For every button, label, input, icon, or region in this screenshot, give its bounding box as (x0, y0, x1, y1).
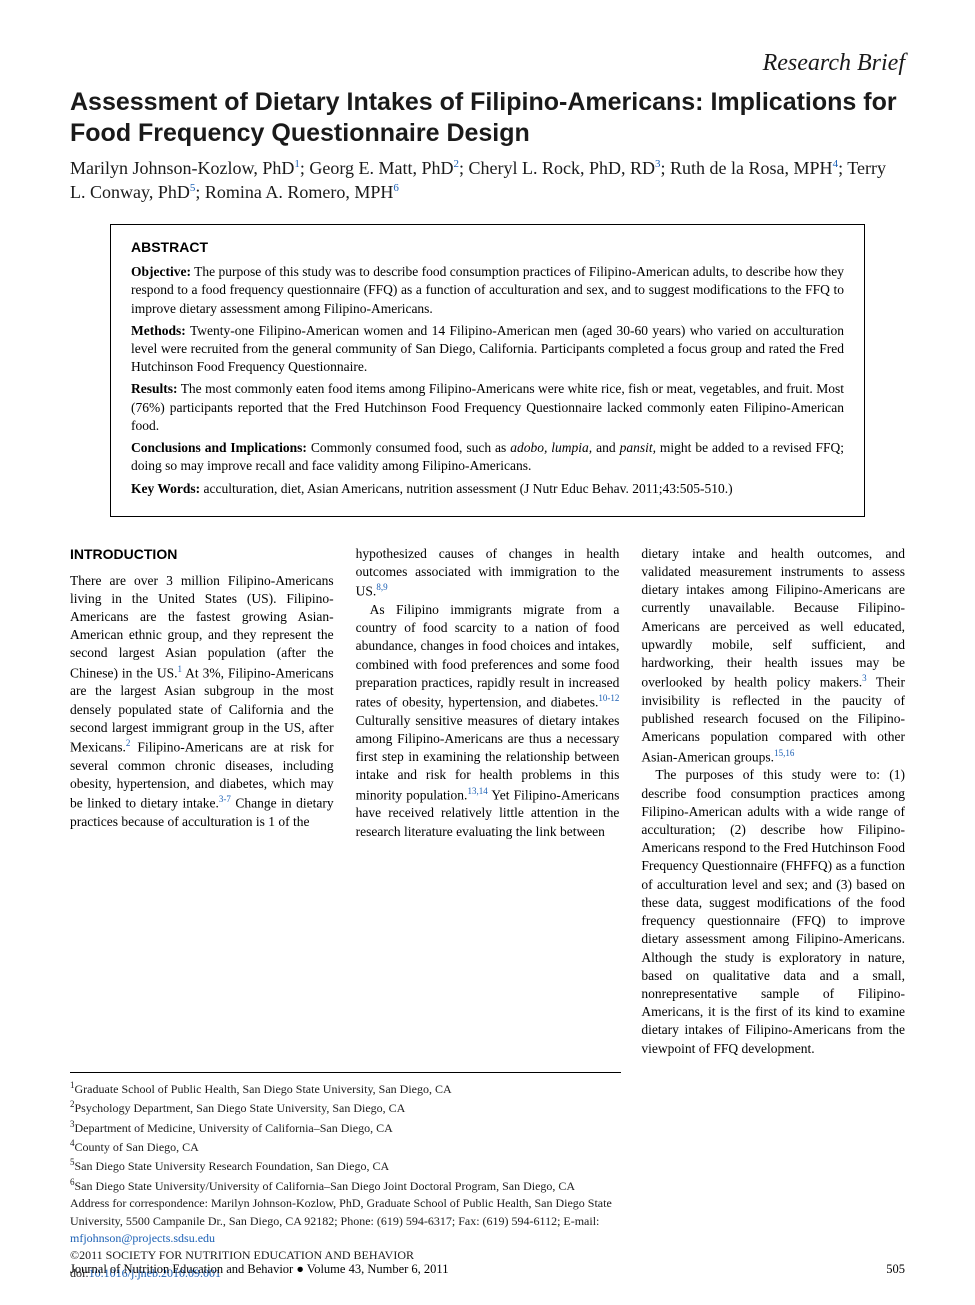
ref-13-14[interactable]: 13,14 (467, 786, 487, 796)
intro-p5: The purposes of this study were to: (1) … (641, 766, 905, 1058)
column-2: hypothesized causes of changes in health… (356, 545, 620, 1058)
abstract-methods: Methods: Twenty-one Filipino-American wo… (131, 322, 844, 377)
authors-block: Marilyn Johnson-Kozlow, PhD1; Georg E. M… (70, 156, 905, 205)
ref-10-12[interactable]: 10-12 (598, 693, 619, 703)
abstract-objective-label: Objective: (131, 264, 191, 279)
abstract-results: Results: The most commonly eaten food it… (131, 380, 844, 435)
ref-15-16[interactable]: 15,16 (774, 748, 794, 758)
affiliation-line: 6San Diego State University/University o… (70, 1176, 621, 1195)
intro-p4: dietary intake and health outcomes, and … (641, 545, 905, 767)
abstract-objective: Objective: The purpose of this study was… (131, 263, 844, 318)
affiliation-line: 2Psychology Department, San Diego State … (70, 1098, 621, 1117)
abstract-objective-text: The purpose of this study was to describ… (131, 264, 844, 315)
abstract-heading: ABSTRACT (131, 239, 844, 255)
abstract-results-label: Results: (131, 381, 178, 396)
abstract-keywords-text: acculturation, diet, Asian Americans, nu… (204, 481, 517, 496)
correspondence: Address for correspondence: Marilyn John… (70, 1195, 621, 1247)
affil-sup: 3 (70, 1119, 75, 1129)
author-aff-sup: 2 (454, 158, 460, 170)
article-category: Research Brief (70, 50, 905, 77)
affil-sup: 5 (70, 1157, 75, 1167)
affiliation-line: 1Graduate School of Public Health, San D… (70, 1079, 621, 1098)
abstract-conclusions-italic: adobo, lumpia, (510, 440, 592, 455)
affil-sup: 6 (70, 1177, 75, 1187)
abstract-results-text: The most commonly eaten food items among… (131, 381, 844, 432)
author: Romina A. Romero, MPH (205, 182, 394, 202)
author: Ruth de la Rosa, MPH (670, 158, 833, 178)
ref-3-7[interactable]: 3-7 (219, 794, 231, 804)
affil-sup: 4 (70, 1138, 75, 1148)
abstract-methods-label: Methods: (131, 323, 186, 338)
abstract-conclusions-mid: and (592, 440, 619, 455)
author: Marilyn Johnson-Kozlow, PhD (70, 158, 294, 178)
abstract-methods-text: Twenty-one Filipino-American women and 1… (131, 323, 844, 374)
footer-journal: Journal of Nutrition Education and Behav… (70, 1262, 448, 1277)
author-aff-sup: 5 (190, 182, 196, 194)
abstract-box: ABSTRACT Objective: The purpose of this … (110, 224, 865, 517)
correspondence-email[interactable]: mfjohnson@projects.sdsu.edu (70, 1231, 215, 1245)
author: Georg E. Matt, PhD (309, 158, 453, 178)
ref-8-9[interactable]: 8,9 (376, 582, 387, 592)
intro-p2: hypothesized causes of changes in health… (356, 545, 620, 601)
column-3: dietary intake and health outcomes, and … (641, 545, 905, 1058)
footer-page-number: 505 (886, 1262, 905, 1277)
abstract-citation: (J Nutr Educ Behav. 2011;43:505-510.) (520, 481, 733, 496)
author-aff-sup: 6 (393, 182, 399, 194)
abstract-conclusions-pre: Commonly consumed food, such as (311, 440, 510, 455)
column-1: INTRODUCTION There are over 3 million Fi… (70, 545, 334, 1058)
intro-heading: INTRODUCTION (70, 545, 334, 564)
p4a: dietary intake and health outcomes, and … (641, 546, 905, 690)
affiliation-line: 4County of San Diego, CA (70, 1137, 621, 1156)
body-columns: INTRODUCTION There are over 3 million Fi… (70, 545, 905, 1058)
author: Cheryl L. Rock, PhD, RD (469, 158, 656, 178)
affiliations-block: 1Graduate School of Public Health, San D… (70, 1072, 621, 1282)
p2a: hypothesized causes of changes in health… (356, 546, 620, 599)
author-aff-sup: 1 (294, 158, 300, 170)
abstract-keywords-label: Key Words: (131, 481, 200, 496)
affiliation-line: 3Department of Medicine, University of C… (70, 1118, 621, 1137)
page-footer: Journal of Nutrition Education and Behav… (70, 1262, 905, 1277)
author-aff-sup: 3 (655, 158, 661, 170)
abstract-conclusions-italic2: pansit, (620, 440, 656, 455)
author-aff-sup: 4 (833, 158, 839, 170)
intro-p1: There are over 3 million Filipino-Americ… (70, 572, 334, 832)
p3a: As Filipino immigrants migrate from a co… (356, 602, 620, 710)
abstract-conclusions-label: Conclusions and Implications: (131, 440, 307, 455)
affil-sup: 2 (70, 1099, 75, 1109)
abstract-keywords: Key Words: acculturation, diet, Asian Am… (131, 480, 844, 498)
affiliation-line: 5San Diego State University Research Fou… (70, 1156, 621, 1175)
abstract-conclusions: Conclusions and Implications: Commonly c… (131, 439, 844, 475)
article-title: Assessment of Dietary Intakes of Filipin… (70, 87, 905, 150)
intro-p3: As Filipino immigrants migrate from a co… (356, 601, 620, 841)
affil-sup: 1 (70, 1080, 75, 1090)
